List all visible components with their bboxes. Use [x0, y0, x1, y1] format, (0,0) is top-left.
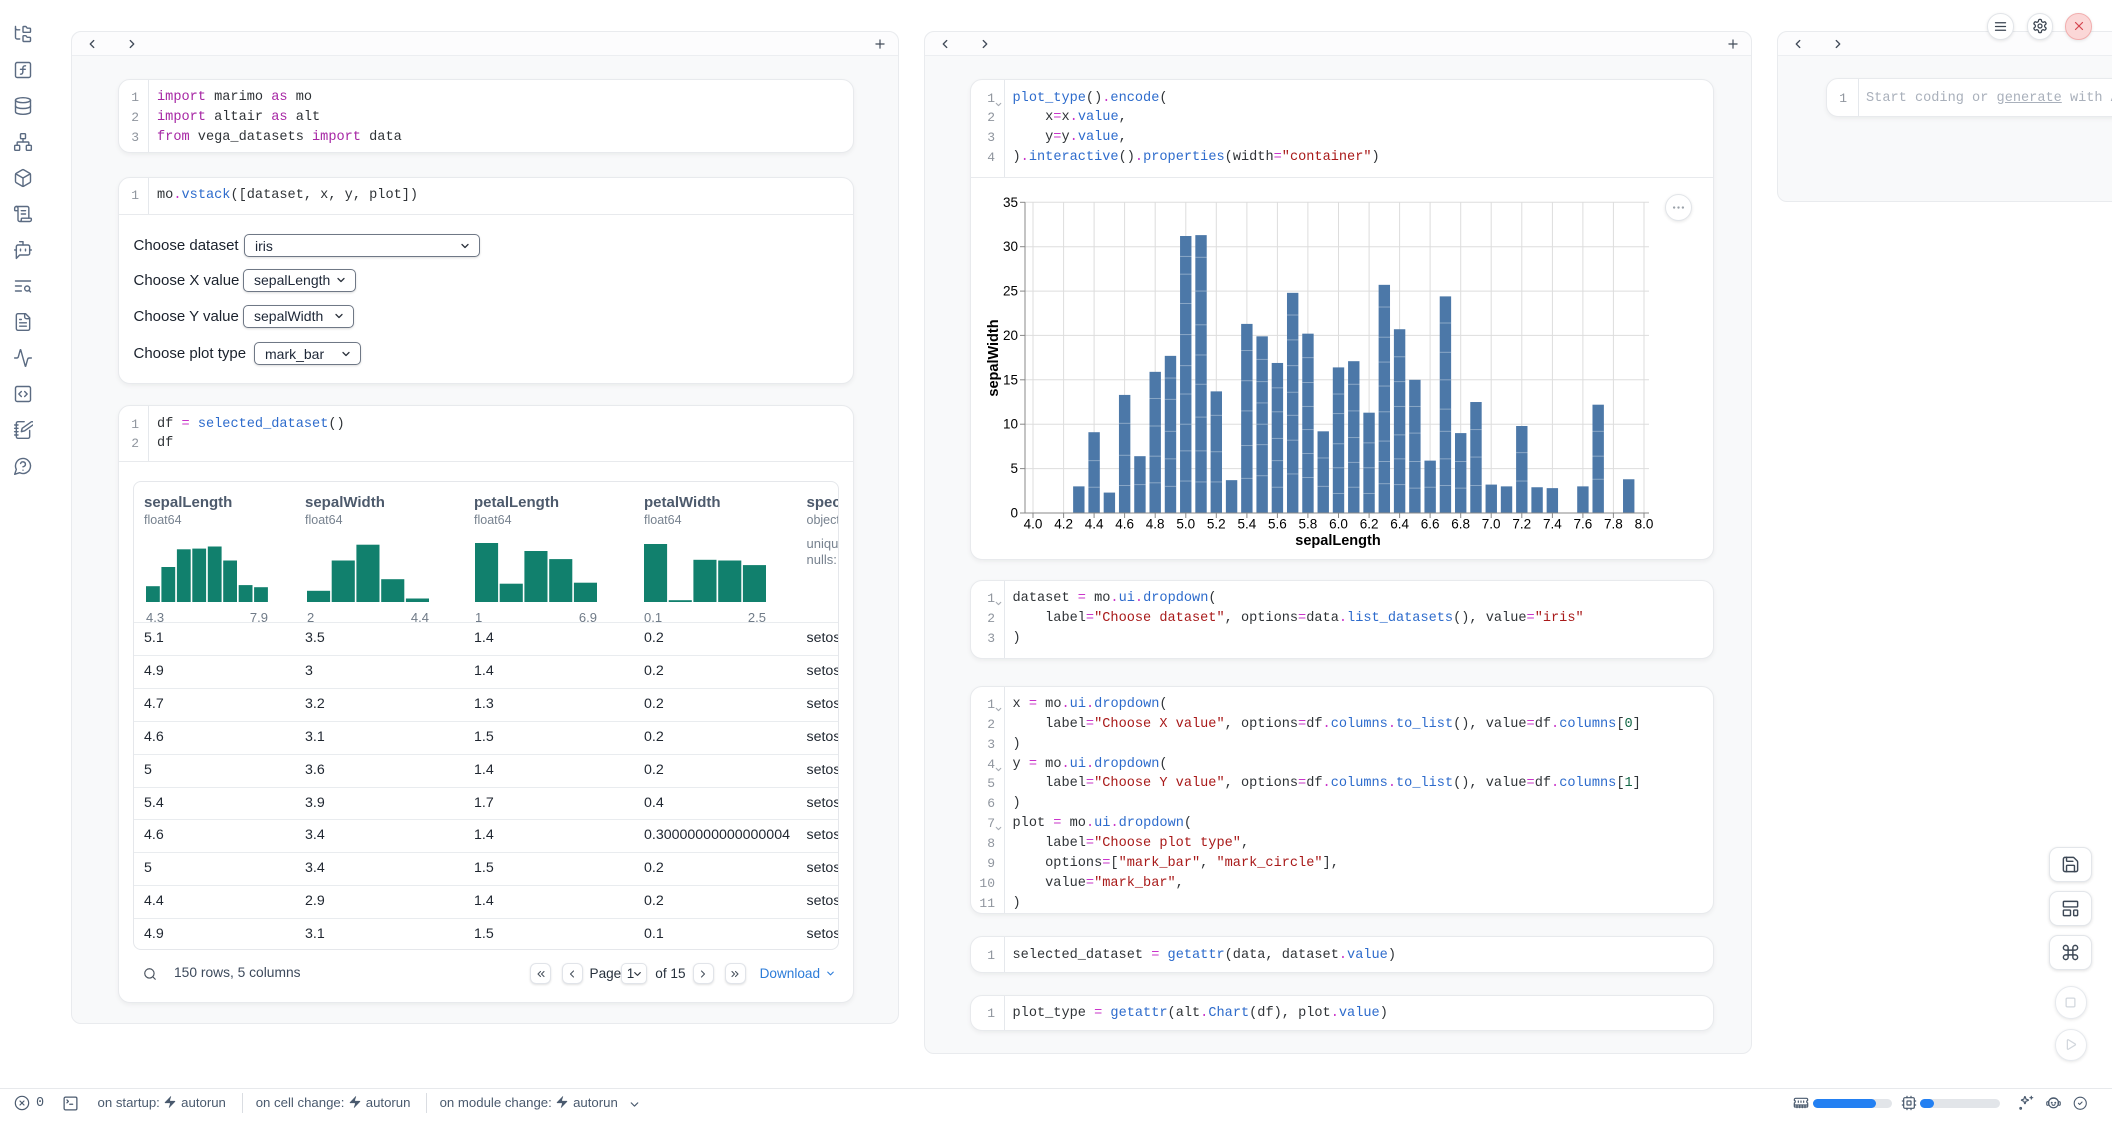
svg-text:6.0: 6.0	[1329, 517, 1348, 532]
svg-text:4.4: 4.4	[1085, 517, 1104, 532]
svg-text:5.6: 5.6	[1268, 517, 1287, 532]
svg-text:sepalLength: sepalLength	[1295, 533, 1380, 549]
svg-text:35: 35	[1003, 195, 1018, 210]
svg-text:20: 20	[1003, 328, 1018, 343]
svg-text:5.4: 5.4	[1238, 517, 1257, 532]
svg-text:7.0: 7.0	[1482, 517, 1501, 532]
svg-text:30: 30	[1003, 239, 1018, 254]
svg-text:5.2: 5.2	[1207, 517, 1226, 532]
svg-text:7.6: 7.6	[1574, 517, 1593, 532]
svg-text:7.8: 7.8	[1604, 517, 1623, 532]
svg-text:6.4: 6.4	[1390, 517, 1409, 532]
svg-text:8.0: 8.0	[1635, 517, 1654, 532]
svg-text:10: 10	[1003, 417, 1018, 432]
svg-text:4.0: 4.0	[1024, 517, 1043, 532]
svg-text:25: 25	[1003, 284, 1018, 299]
svg-text:15: 15	[1003, 372, 1018, 387]
svg-text:7.2: 7.2	[1512, 517, 1531, 532]
svg-text:4.6: 4.6	[1115, 517, 1134, 532]
svg-text:5.0: 5.0	[1176, 517, 1195, 532]
svg-text:7.4: 7.4	[1543, 517, 1562, 532]
svg-text:5.8: 5.8	[1299, 517, 1318, 532]
svg-text:0: 0	[1010, 506, 1018, 521]
svg-text:4.8: 4.8	[1146, 517, 1165, 532]
svg-text:4.2: 4.2	[1054, 517, 1073, 532]
svg-text:6.2: 6.2	[1360, 517, 1379, 532]
svg-text:5: 5	[1010, 461, 1018, 476]
svg-text:6.6: 6.6	[1421, 517, 1440, 532]
svg-text:6.8: 6.8	[1451, 517, 1470, 532]
svg-text:sepalWidth: sepalWidth	[986, 319, 1002, 396]
